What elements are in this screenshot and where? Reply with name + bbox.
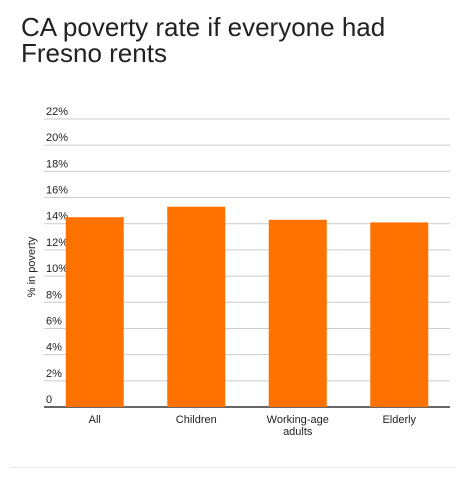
y-tick-label: 18% <box>46 158 68 170</box>
x-tick-label: Elderly <box>382 414 416 426</box>
x-tick-label: Working-age adults <box>267 414 329 438</box>
y-axis-label: % in poverty <box>26 236 38 297</box>
bar <box>167 206 226 407</box>
y-tick-label: 0 <box>46 394 52 406</box>
y-tick-label: 12% <box>46 237 68 249</box>
y-tick-label: 16% <box>46 185 68 197</box>
x-tick-label: All <box>89 414 101 426</box>
x-tick-label: Children <box>176 414 217 426</box>
y-tick-labels: 0 2% 4% 6% 8% 10% 12% 14% 16% 18% 20% 22% <box>46 106 68 406</box>
y-tick-label: 8% <box>46 289 62 301</box>
y-tick-label: 2% <box>46 368 62 380</box>
bar <box>65 217 124 407</box>
bar <box>370 222 429 407</box>
y-tick-label: 6% <box>46 315 62 327</box>
x-tick-labels: All Children Working-age adults Elderly <box>89 414 417 438</box>
y-tick-label: 4% <box>46 342 62 354</box>
y-tick-label: 14% <box>46 211 68 223</box>
y-tick-label: 22% <box>46 106 68 118</box>
y-tick-label: 10% <box>46 263 68 275</box>
chart-title: CA poverty rate if everyone had Fresno r… <box>21 12 386 68</box>
footer-divider <box>10 467 456 468</box>
bar <box>268 219 327 407</box>
bars <box>65 206 429 407</box>
y-tick-label: 20% <box>46 132 68 144</box>
